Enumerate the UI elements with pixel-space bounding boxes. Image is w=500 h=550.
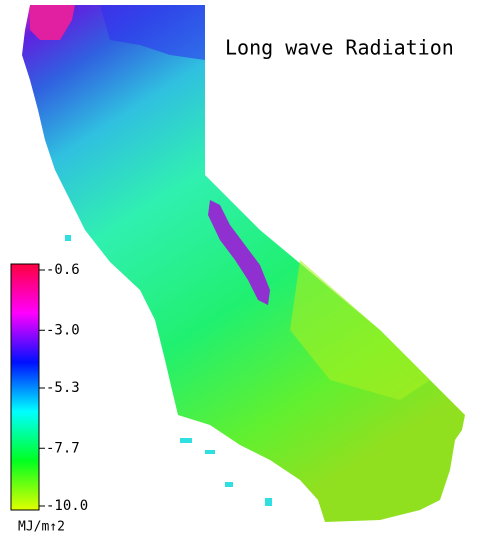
color-legend: -0.6 -3.0 -5.3 -7.7 -10.0 MJ/m↑2 xyxy=(10,262,88,535)
colorbar-tick-label: -10.0 xyxy=(46,498,88,514)
state-shape xyxy=(22,5,465,522)
colorbar-tick-label: -0.6 xyxy=(46,262,80,278)
colorbar xyxy=(10,263,40,511)
colorbar-tick-label: -5.3 xyxy=(46,380,80,396)
colorbar-tick-label: -3.0 xyxy=(46,322,80,338)
map-title: Long wave Radiation xyxy=(225,36,454,60)
colorbar-tick-label: -7.7 xyxy=(46,440,80,456)
colorbar-unit: MJ/m↑2 xyxy=(18,520,65,535)
